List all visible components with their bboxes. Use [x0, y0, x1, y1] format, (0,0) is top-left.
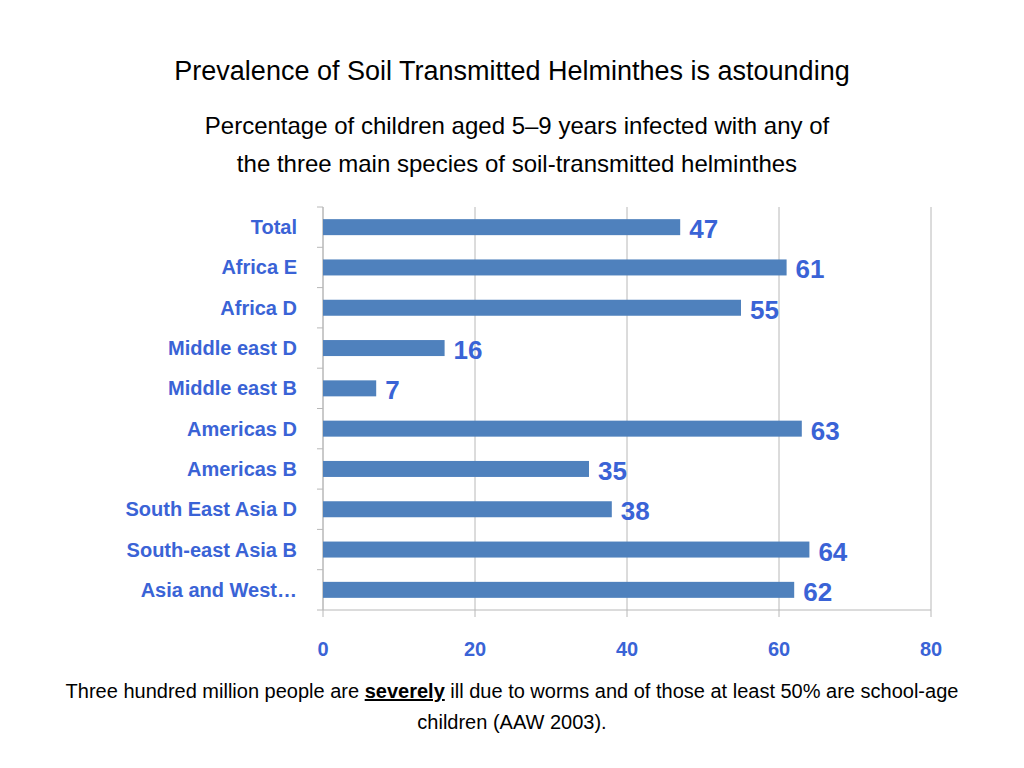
category-label: Africa E: [221, 256, 297, 278]
category-label: South-east Asia B: [127, 539, 297, 561]
data-label: 63: [811, 416, 840, 446]
category-tick: [317, 529, 323, 530]
stage: Prevalence of Soil Transmitted Helminthe…: [0, 0, 1024, 768]
tick-label: 60: [768, 638, 790, 660]
data-label: 16: [454, 335, 483, 365]
bar: [323, 380, 376, 396]
data-label: 61: [796, 254, 825, 284]
category-label: Total: [251, 216, 297, 238]
subtitle: the three main species of soil-transmitt…: [237, 150, 797, 177]
data-label: 62: [803, 577, 832, 607]
data-label: 38: [621, 496, 650, 526]
data-label: 47: [689, 214, 718, 244]
bar: [323, 542, 809, 558]
bar: [323, 582, 794, 598]
footnote-emphasis: severely: [365, 680, 445, 702]
category-tick: [317, 247, 323, 248]
category-tick: [317, 489, 323, 490]
category-tick: [317, 610, 323, 611]
category-tick: [317, 327, 323, 328]
footnote: Three hundred million people are severel…: [40, 676, 984, 738]
bar: [323, 259, 787, 275]
title: Prevalence of Soil Transmitted Helminthe…: [174, 56, 849, 86]
category-label: Middle east D: [168, 337, 297, 359]
category-tick: [317, 287, 323, 288]
chart: Prevalence of Soil Transmitted Helminthe…: [0, 0, 1024, 768]
category-tick: [317, 207, 323, 208]
bar: [323, 421, 802, 437]
category-label: Americas B: [187, 458, 297, 480]
tick-label: 20: [464, 638, 486, 660]
data-label: 64: [818, 537, 847, 567]
category-tick: [317, 569, 323, 570]
category-label: Americas D: [187, 418, 297, 440]
tick-label: 0: [317, 638, 328, 660]
x-axis: [323, 610, 931, 611]
tick-label: 40: [616, 638, 638, 660]
data-label: 7: [385, 375, 399, 405]
grid-line: [931, 207, 932, 617]
footnote-text: Three hundred million people are: [66, 680, 365, 702]
category-label: Asia and West…: [141, 579, 297, 601]
bar: [323, 300, 741, 316]
category-label: Middle east B: [168, 377, 297, 399]
data-label: 35: [598, 456, 627, 486]
category-tick: [317, 408, 323, 409]
category-tick: [317, 448, 323, 449]
footnote-text: ill due to worms and of those at least 5…: [417, 680, 958, 733]
data-label: 55: [750, 295, 779, 325]
tick-label: 80: [920, 638, 942, 660]
bar: [323, 340, 445, 356]
bar: [323, 501, 612, 517]
category-tick: [317, 368, 323, 369]
bar: [323, 219, 680, 235]
category-label: Africa D: [220, 297, 297, 319]
category-label: South East Asia D: [125, 498, 297, 520]
subtitle: Percentage of children aged 5–9 years in…: [205, 112, 830, 139]
bar: [323, 461, 589, 477]
bars: [323, 219, 809, 598]
